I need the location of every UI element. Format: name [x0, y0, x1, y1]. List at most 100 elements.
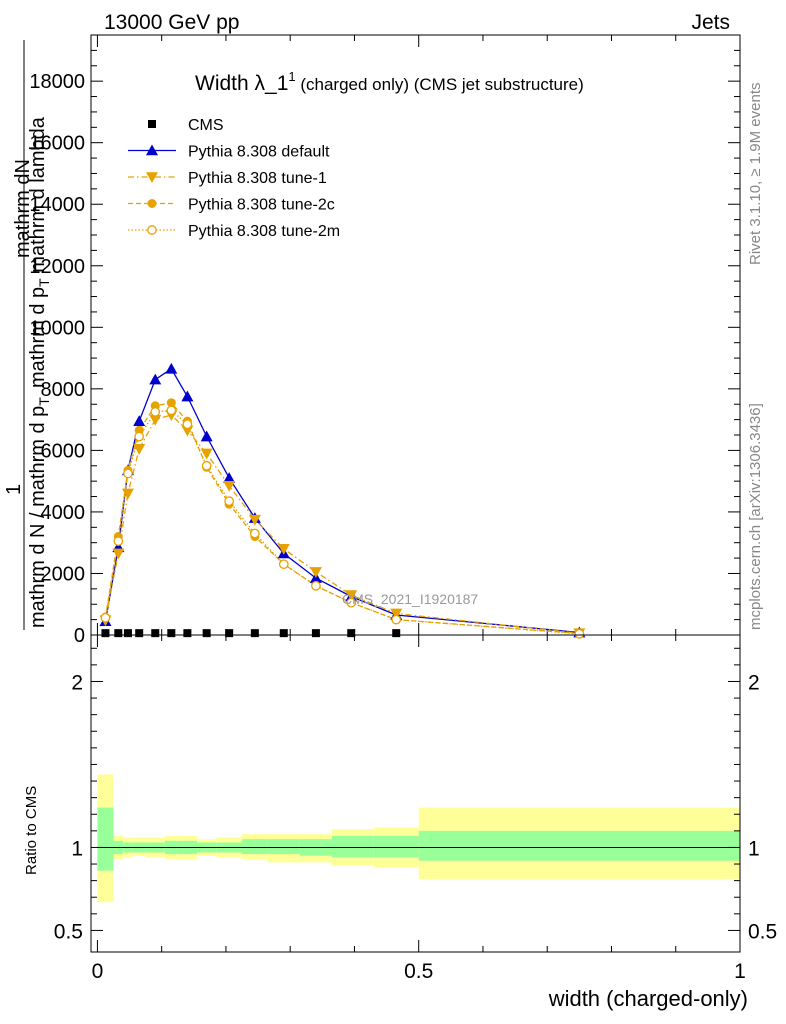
- legend-marker: [147, 199, 157, 208]
- y-tick-label: 18000: [29, 71, 85, 93]
- cms-point: [167, 629, 176, 638]
- ratio-band-inner: [97, 807, 114, 871]
- ratio-bands: [97, 774, 740, 903]
- ratio-frame: [90, 634, 741, 953]
- series-point-3: [100, 612, 111, 623]
- cms-point: [123, 629, 132, 638]
- series-point-1: [248, 514, 261, 526]
- cms-point: [347, 629, 356, 638]
- y-tick-label: 10000: [29, 317, 85, 339]
- cms-point: [151, 629, 160, 638]
- series-point-1: [181, 425, 194, 437]
- ratio-tick-label: 1: [71, 837, 83, 860]
- series-point-3: [311, 580, 321, 591]
- ratio-tick-label: 2: [71, 671, 83, 694]
- series-point-1: [133, 444, 146, 455]
- y-tick-label: 12000: [29, 256, 85, 278]
- series-point-0: [133, 415, 146, 426]
- chart-title: Width λ_11 (charged only) (CMS jet subst…: [195, 69, 584, 95]
- ratio-tick-label: 0.5: [54, 920, 83, 943]
- svg-text:mathrm d N / mathrm d pT: mathrm d N / mathrm d pT: [27, 397, 52, 628]
- svg-text:1: 1: [3, 484, 25, 495]
- main-panel: 0 2000 4000 6000 8000 10000 12000 14000 16000 180…: [29, 34, 741, 647]
- main-ticks: 0 2000 4000 6000 8000 10000 12000 14000 16000 180…: [29, 35, 741, 647]
- series-point-2: [166, 398, 176, 408]
- y-tick-label: 16000: [29, 133, 85, 155]
- cms-point: [101, 629, 110, 638]
- series-point-3: [224, 496, 235, 507]
- ratio-y-label: Ratio to CMS: [23, 786, 40, 875]
- legend-label: CMS: [188, 117, 224, 134]
- y-tick-label: 14000: [29, 194, 85, 216]
- series-line-1: [104, 414, 580, 634]
- legend-marker: [147, 225, 157, 235]
- series-point-3: [391, 614, 402, 625]
- ratio-band-inner: [373, 835, 419, 858]
- cms-point: [135, 629, 144, 638]
- x-tick-label: 0: [92, 960, 104, 983]
- series-point-1: [121, 488, 134, 500]
- cms-point: [225, 629, 234, 638]
- ratio-band-inner: [331, 835, 374, 858]
- legend: CMS Pythia 8.308 default Pythia 8.308 tune…: [128, 117, 340, 240]
- series-point-3: [166, 405, 177, 416]
- series-point-3: [182, 419, 193, 430]
- ratio-panel: 0.5 0.51 12 20 0.5 1: [54, 634, 777, 983]
- series-point-1: [223, 480, 236, 492]
- series-point-1: [390, 608, 403, 620]
- series-line-3: [104, 409, 580, 635]
- series-point-3: [574, 628, 585, 639]
- series-point-3: [250, 528, 260, 539]
- series-point-3: [346, 597, 357, 608]
- legend-marker: [146, 172, 158, 183]
- legend-label: Pythia 8.308 tune-1: [188, 170, 327, 187]
- ratio-tick-label-right: 0.5: [748, 920, 777, 943]
- cms-point: [250, 629, 259, 638]
- legend-label: Pythia 8.308 tune-2c: [188, 197, 335, 214]
- ratio-band-inner: [242, 839, 268, 855]
- y-tick-label: 2000: [41, 563, 86, 585]
- series-point-3: [150, 407, 161, 417]
- series-point-1: [112, 548, 125, 560]
- cms-point: [311, 629, 320, 638]
- legend-label: Pythia 8.308 default: [188, 144, 330, 161]
- legend-marker: [146, 144, 158, 156]
- svg-text:Width λ_11 (charged only) (CMS: Width λ_11 (charged only) (CMS jet subst…: [195, 69, 584, 95]
- svg-text:mathrm dN: mathrm dN: [12, 159, 34, 258]
- rivet-label: Rivet 3.1.10, ≥ 1.9M events: [747, 83, 764, 266]
- analysis-watermark: CMS_2021_I1920187: [342, 591, 478, 607]
- ratio-band-inner: [267, 839, 300, 855]
- series-point-0: [200, 430, 213, 442]
- y-tick-label: 6000: [41, 440, 86, 462]
- cms-markers: [101, 629, 401, 638]
- y-tick-label: 4000: [41, 502, 86, 524]
- series-point-1: [309, 567, 322, 578]
- svg-text:mathrm d pT mathrm d lambda: mathrm d pT mathrm d lambda: [27, 116, 52, 388]
- cms-point: [279, 629, 288, 638]
- series-point-3: [278, 559, 289, 570]
- x-tick-label: 0.5: [404, 960, 433, 983]
- ratio-band-inner: [418, 830, 740, 861]
- series-point-3: [134, 431, 145, 442]
- cms-point: [114, 629, 123, 638]
- header-left: 13000 GeV pp: [104, 11, 239, 34]
- y-axis-label: mathrm dN mathrm d pT mathrm d lambda 1 …: [3, 40, 52, 630]
- header-right: Jets: [691, 11, 730, 34]
- series-point-1: [200, 448, 213, 460]
- series-point-3: [123, 468, 133, 479]
- series-point-3: [201, 460, 212, 471]
- ratio-tick-label-right: 2: [748, 671, 760, 694]
- y-tick-label: 0: [74, 625, 85, 647]
- legend-marker: [148, 120, 156, 128]
- main-markers: [99, 362, 586, 640]
- series-point-0: [181, 390, 194, 402]
- series-point-3: [113, 536, 124, 547]
- series-point-1: [277, 544, 290, 555]
- series-point-0: [223, 472, 236, 483]
- ratio-tick-label-right: 1: [748, 837, 760, 860]
- y-tick-label: 8000: [41, 379, 86, 401]
- series-point-0: [165, 362, 178, 374]
- series-point-1: [345, 590, 358, 601]
- x-axis-label: width (charged-only): [548, 986, 748, 1011]
